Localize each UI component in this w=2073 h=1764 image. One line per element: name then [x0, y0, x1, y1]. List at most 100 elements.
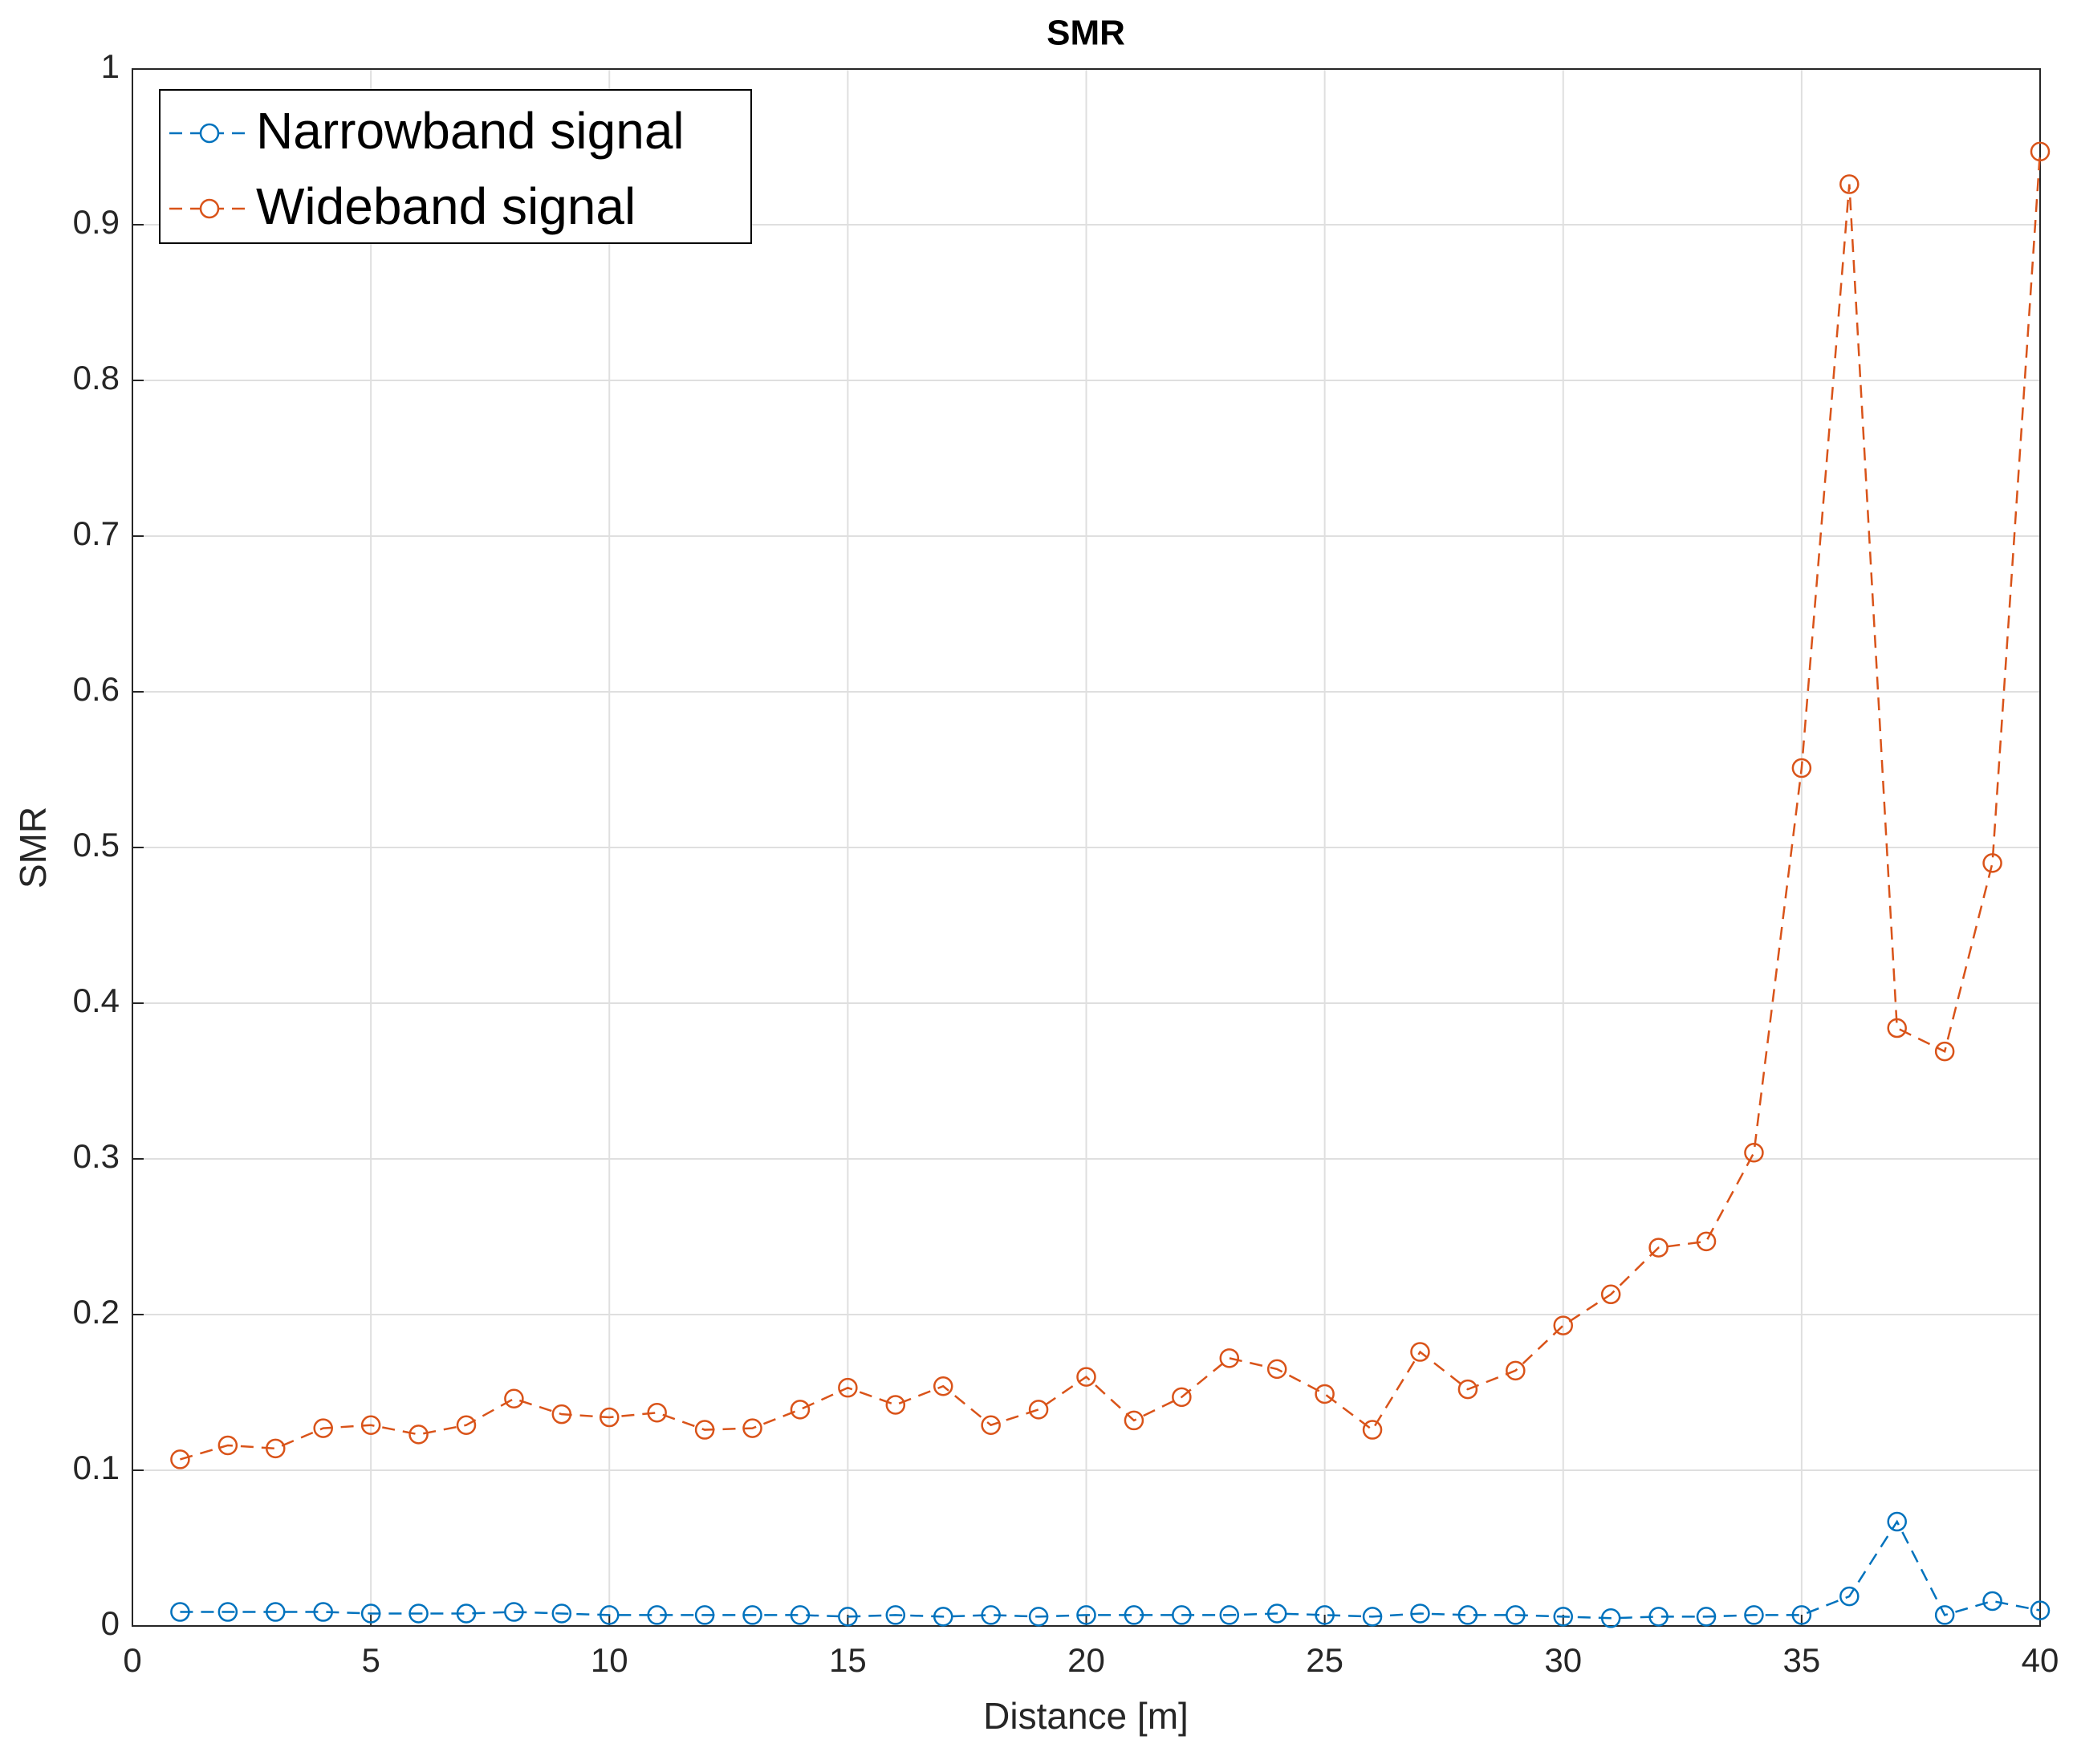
data-point — [1457, 1379, 1478, 1400]
data-point — [504, 1388, 524, 1409]
data-point — [790, 1605, 811, 1625]
data-point — [1553, 1315, 1573, 1335]
data-point — [170, 1449, 190, 1469]
data-point — [1553, 1607, 1573, 1627]
data-point — [647, 1605, 667, 1625]
data-point — [694, 1420, 715, 1440]
data-point — [600, 1605, 620, 1625]
data-point — [981, 1415, 1001, 1435]
data-point — [313, 1418, 333, 1438]
x-tick-label: 10 — [591, 1641, 628, 1679]
y-tick-label: 0 — [101, 1604, 120, 1642]
data-point — [1028, 1400, 1049, 1420]
x-tick-label: 35 — [1783, 1641, 1821, 1679]
y-tick-label: 0.6 — [73, 670, 120, 708]
data-point — [1648, 1607, 1669, 1627]
data-point — [1315, 1384, 1335, 1404]
data-point — [1839, 1586, 1860, 1607]
y-tick-label: 0.4 — [73, 982, 120, 1019]
x-tick-label: 30 — [1544, 1641, 1582, 1679]
data-point — [1791, 758, 1812, 778]
data-point — [981, 1605, 1001, 1625]
axes-box — [132, 68, 2041, 1627]
data-point — [1362, 1607, 1383, 1627]
data-point — [217, 1435, 238, 1456]
data-point — [409, 1425, 429, 1445]
data-point — [1887, 1511, 1907, 1532]
y-tick-label: 0.9 — [73, 203, 120, 241]
data-point — [1076, 1605, 1096, 1625]
data-point — [1028, 1607, 1049, 1627]
data-point — [933, 1607, 953, 1627]
data-point — [360, 1415, 381, 1435]
x-tick-label: 0 — [123, 1641, 141, 1679]
data-point — [1648, 1238, 1669, 1258]
data-point — [551, 1603, 572, 1624]
y-tick-label: 0.8 — [73, 359, 120, 396]
data-point — [313, 1602, 333, 1622]
data-point — [1362, 1420, 1383, 1440]
chart-title: SMR — [1047, 14, 1125, 53]
data-point — [504, 1602, 524, 1622]
data-point — [1410, 1603, 1430, 1624]
data-point — [1934, 1605, 1955, 1625]
series-line — [180, 1519, 2041, 1620]
legend-label: Narrowband signal — [256, 102, 685, 160]
y-tick-label: 0.3 — [73, 1137, 120, 1175]
data-point — [1506, 1605, 1526, 1625]
data-point — [360, 1603, 381, 1624]
data-point — [1791, 1605, 1812, 1625]
data-point — [933, 1376, 953, 1396]
data-point — [1315, 1605, 1335, 1625]
data-point — [409, 1603, 429, 1624]
data-point — [838, 1377, 858, 1398]
x-tick-label: 40 — [2022, 1641, 2059, 1679]
data-point — [790, 1400, 811, 1420]
y-tick-label: 0.5 — [73, 826, 120, 864]
y-tick-label: 0.7 — [73, 514, 120, 552]
data-point — [266, 1438, 286, 1459]
data-point — [2030, 141, 2051, 162]
data-point — [885, 1395, 906, 1415]
x-tick-label: 20 — [1067, 1641, 1105, 1679]
x-tick-label: 15 — [829, 1641, 867, 1679]
data-point — [1076, 1367, 1096, 1387]
data-point — [1696, 1607, 1717, 1627]
data-point — [1934, 1041, 1955, 1062]
data-point — [456, 1603, 477, 1624]
data-point — [1457, 1605, 1478, 1625]
data-point — [2030, 1600, 2051, 1620]
x-tick-label: 5 — [361, 1641, 380, 1679]
data-point — [456, 1415, 477, 1435]
data-point — [1266, 1359, 1287, 1380]
data-point — [1172, 1605, 1192, 1625]
data-point — [1887, 1018, 1907, 1038]
data-point — [1696, 1231, 1717, 1252]
data-point — [551, 1404, 572, 1425]
data-point — [1124, 1605, 1144, 1625]
data-point — [1266, 1603, 1287, 1624]
y-tick-label: 0.2 — [73, 1293, 120, 1331]
data-point — [266, 1602, 286, 1622]
data-point — [1219, 1348, 1240, 1368]
legend-marker — [199, 123, 220, 144]
y-axis-label: SMR — [12, 807, 54, 888]
data-point — [217, 1602, 238, 1622]
data-point — [885, 1605, 906, 1625]
data-point — [1982, 853, 2002, 873]
data-point — [694, 1605, 715, 1625]
data-point — [1982, 1591, 2002, 1612]
data-point — [742, 1605, 762, 1625]
data-point — [1410, 1342, 1430, 1362]
legend-label: Wideband signal — [256, 177, 636, 235]
data-point — [1600, 1284, 1621, 1305]
x-tick-label: 25 — [1306, 1641, 1343, 1679]
data-point — [1506, 1360, 1526, 1381]
legend-marker — [199, 198, 220, 219]
data-point — [1744, 1142, 1764, 1163]
data-point — [1172, 1387, 1192, 1408]
x-axis-label: Distance [m] — [983, 1695, 1189, 1737]
data-point — [1219, 1605, 1240, 1625]
y-tick-label: 1 — [101, 47, 120, 85]
